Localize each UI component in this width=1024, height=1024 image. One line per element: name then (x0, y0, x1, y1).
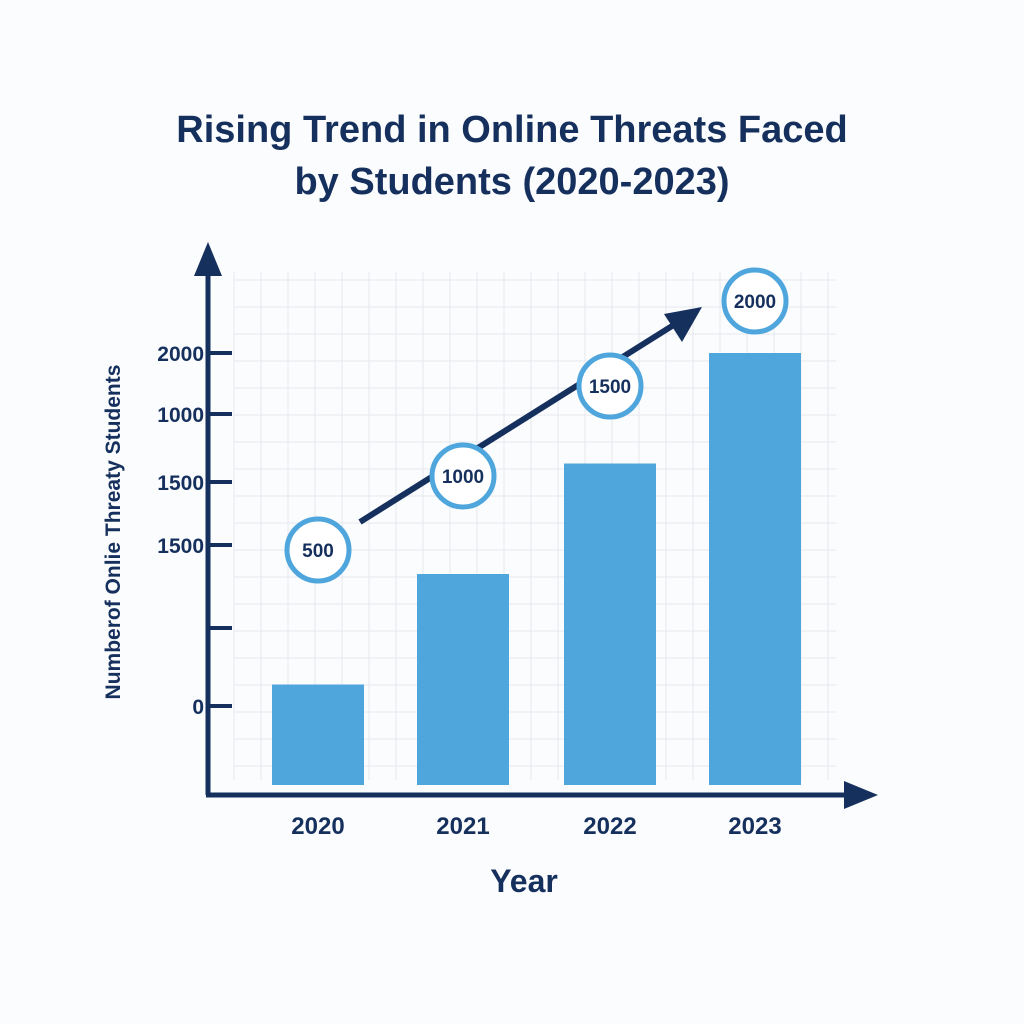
trend-arrow (358, 307, 702, 525)
bar-2023 (709, 353, 801, 785)
data-label-ring (429, 442, 497, 510)
bars (272, 353, 801, 785)
x-tick-label: 2022 (583, 813, 636, 840)
y-axis-title: Numberof Onlie Threaty Students (102, 365, 125, 700)
y-axis-arrow-icon (194, 242, 222, 276)
bar-2021 (417, 574, 509, 785)
data-label-2020: 500 (284, 516, 352, 584)
bar-2020 (272, 684, 364, 785)
x-tick-labels: 2020 2021 2022 2023 (291, 813, 781, 840)
chart-title-line-2: by Students (2020-2023) (294, 161, 730, 203)
data-label-text: 1000 (442, 467, 484, 488)
data-label-2023: 2000 (721, 267, 789, 335)
trend-line (358, 318, 682, 525)
x-axis-arrow-icon (844, 781, 878, 809)
data-label-2022: 1500 (576, 352, 644, 420)
y-tick-label: 2000 (157, 343, 204, 366)
x-axis-title: Year (490, 863, 558, 899)
data-label-ring (284, 516, 352, 584)
data-label-text: 2000 (734, 292, 776, 313)
chart-title-line-1: Rising Trend in Online Threats Faced (176, 109, 848, 151)
trend-arrowhead-icon (664, 307, 702, 342)
data-label-ring (721, 267, 789, 335)
data-label-text: 500 (302, 541, 334, 562)
chart-title: Rising Trend in Online Threats Faced by … (0, 104, 1024, 208)
y-tick-label: 1500 (157, 535, 204, 558)
y-ticks: 0 1500 1500 1000 2000 (157, 343, 232, 719)
y-tick-label: 1000 (157, 404, 204, 427)
data-label-2021: 1000 (429, 442, 497, 510)
y-tick-label: 1500 (157, 472, 204, 495)
x-tick-label: 2020 (291, 813, 344, 840)
data-label-ring (576, 352, 644, 420)
x-tick-label: 2021 (436, 813, 489, 840)
bar-2022 (564, 463, 656, 785)
y-tick-label: 0 (192, 696, 204, 719)
x-tick-label: 2023 (728, 813, 781, 840)
data-labels: 500 1000 1500 2000 (284, 267, 789, 584)
data-label-text: 1500 (589, 377, 631, 398)
